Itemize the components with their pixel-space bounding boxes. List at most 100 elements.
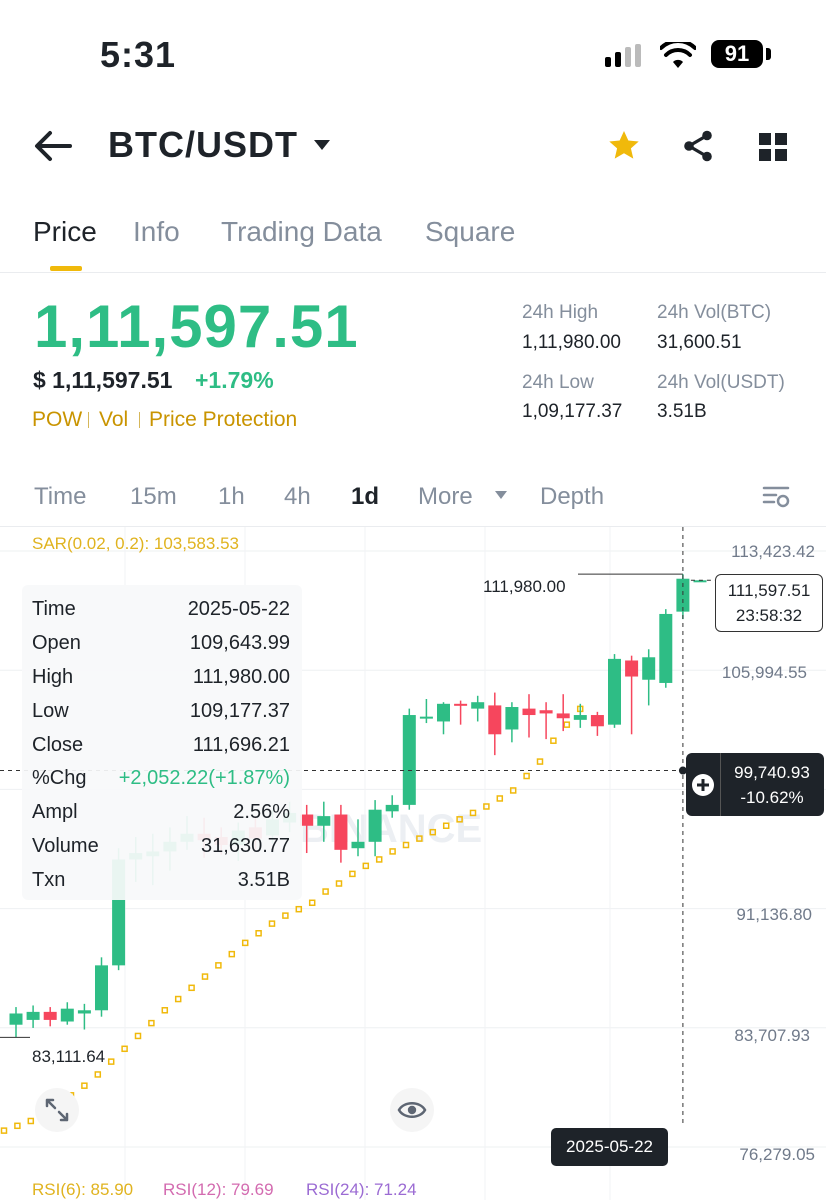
tooltip-row: Txn 3.51B <box>32 869 290 891</box>
sar-dot <box>389 848 396 855</box>
sar-dot <box>349 870 356 878</box>
candle-body <box>573 715 587 720</box>
candle-body <box>300 814 314 826</box>
candle-body <box>556 713 570 719</box>
battery-indicator: 91 <box>711 40 763 68</box>
favorite-star-icon[interactable] <box>606 128 642 164</box>
interval-more[interactable]: More <box>418 483 473 510</box>
sar-dot <box>134 1032 142 1040</box>
candle-body <box>95 965 108 1011</box>
candle-body <box>368 809 382 842</box>
tooltip-row: Ampl 2.56% <box>32 801 290 823</box>
active-tab-indicator <box>50 266 82 271</box>
sar-dot <box>442 822 450 830</box>
sar-dot <box>308 899 316 907</box>
rsi-6-label: RSI(6): 85.90 <box>32 1180 134 1199</box>
tooltip-row: Time 2025-05-22 <box>32 598 290 620</box>
divider <box>0 526 826 527</box>
tooltip-row: Volume 31,630.77 <box>32 835 290 857</box>
usd-price: $ 1,11,597.51 <box>33 367 173 393</box>
sar-dot <box>201 973 209 980</box>
chart-settings-icon[interactable] <box>762 484 792 510</box>
interval-1d[interactable]: 1d <box>351 483 380 510</box>
stat-vol-usdt-value: 3.51B <box>657 401 707 422</box>
sar-dot <box>335 880 343 887</box>
tag-pow[interactable]: POW <box>32 408 83 431</box>
sar-dot <box>148 1019 155 1027</box>
share-icon[interactable] <box>680 128 716 164</box>
candle-body <box>334 814 348 850</box>
crosshair-point <box>678 766 687 775</box>
tooltip-row: Open 109,643.99 <box>32 632 290 654</box>
sar-dot <box>121 1045 128 1053</box>
plus-circle-icon <box>692 773 714 796</box>
tooltip-row: High 111,980.00 <box>32 666 290 688</box>
candle-body <box>77 1010 91 1014</box>
crosshair-date: 2025-05-22 <box>551 1128 668 1166</box>
candle-body <box>9 1013 23 1025</box>
tab-info[interactable]: Info <box>133 216 180 247</box>
crosshair-percent: -10.62% <box>740 788 804 807</box>
candle-body <box>659 613 673 683</box>
last-price: 1,11,597.51 <box>34 293 359 360</box>
crosshair-price: 99,740.93 <box>734 763 810 782</box>
candle-body <box>419 716 433 719</box>
stat-vol-btc-value: 31,600.51 <box>657 332 742 353</box>
tag-vol[interactable]: Vol <box>99 408 129 431</box>
tooltip-row: Low 109,177.37 <box>32 700 290 722</box>
interval-depth[interactable]: Depth <box>540 483 605 510</box>
fullscreen-button[interactable] <box>35 1088 79 1132</box>
tag-price-protection[interactable]: Price Protection <box>149 408 298 431</box>
grid-menu-icon[interactable] <box>757 131 789 163</box>
sar-dot <box>188 984 195 992</box>
add-alert-button[interactable] <box>686 753 721 816</box>
expand-icon <box>45 1098 69 1122</box>
pair-title[interactable]: BTC/USDT <box>108 124 298 165</box>
candle-body <box>437 703 450 722</box>
sar-dot <box>94 1071 102 1078</box>
sar-dot <box>241 939 249 947</box>
sar-dot <box>107 1058 115 1065</box>
sar-dot <box>496 795 504 802</box>
candle-body <box>26 1011 40 1020</box>
candle-body <box>676 578 690 612</box>
interval-15m[interactable]: 15m <box>130 483 177 510</box>
interval-1h[interactable]: 1h <box>218 483 245 510</box>
stat-low-label: 24h Low <box>522 372 594 393</box>
y-axis-tick: 91,136.80 <box>736 905 812 924</box>
chevron-down-icon[interactable] <box>312 138 332 152</box>
candle-countdown: 23:58:32 <box>735 606 803 625</box>
tab-trading-data[interactable]: Trading Data <box>221 216 382 247</box>
candle-body <box>488 705 502 735</box>
tag-separator <box>139 412 140 428</box>
y-axis-tick: 76,279.05 <box>739 1145 815 1164</box>
watermark: BINANCE <box>300 807 482 851</box>
back-arrow-icon[interactable] <box>34 130 72 162</box>
current-price: 111,597.51 <box>727 581 811 600</box>
candle-body <box>60 1008 74 1022</box>
candle-body <box>693 580 707 583</box>
sar-dot <box>322 888 329 895</box>
candle-body <box>385 804 399 812</box>
sar-dot <box>429 828 437 836</box>
sar-dot <box>282 912 289 919</box>
tag-separator <box>88 412 89 428</box>
candle-body <box>625 660 639 677</box>
visibility-button[interactable] <box>390 1088 434 1132</box>
sar-dot <box>523 772 530 780</box>
sar-dot <box>81 1082 88 1089</box>
interval-4h[interactable]: 4h <box>284 483 311 510</box>
sar-dot <box>14 1122 21 1130</box>
more-dropdown-icon[interactable] <box>494 490 508 500</box>
sar-dot <box>469 809 477 817</box>
stat-low-value: 1,09,177.37 <box>522 401 623 422</box>
sar-dot <box>268 920 276 927</box>
sar-dot <box>509 787 517 794</box>
high-marker-label: 111,980.00 <box>483 577 566 596</box>
battery-cap <box>766 48 771 60</box>
interval-time[interactable]: Time <box>34 483 87 510</box>
tab-price[interactable]: Price <box>33 216 97 247</box>
candle-body <box>317 816 331 826</box>
tab-square[interactable]: Square <box>425 216 516 247</box>
candle-tooltip <box>22 585 302 900</box>
